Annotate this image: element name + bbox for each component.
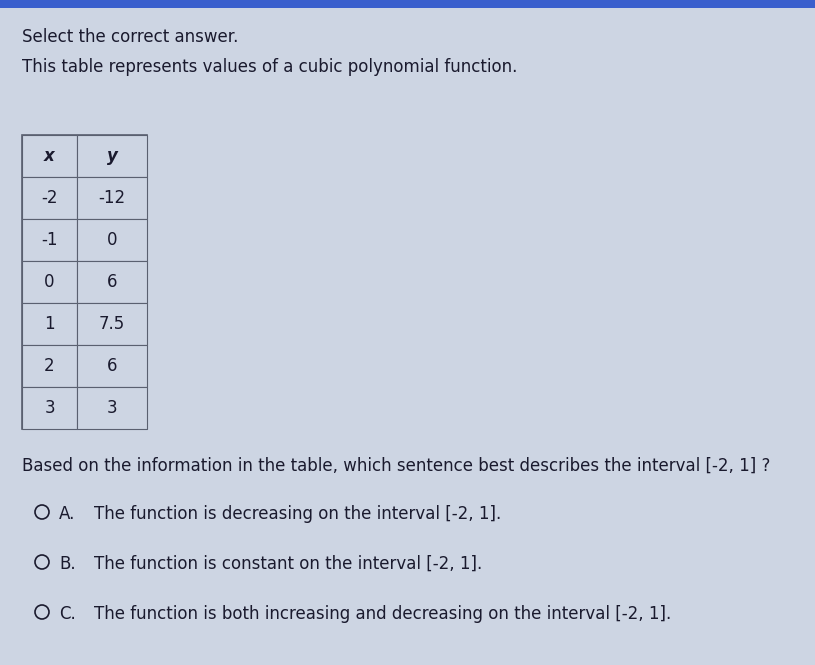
Bar bbox=[22, 177, 77, 219]
Bar bbox=[77, 177, 147, 219]
Text: C.: C. bbox=[59, 605, 76, 623]
Bar bbox=[77, 261, 147, 303]
Text: 3: 3 bbox=[107, 399, 117, 417]
Bar bbox=[77, 303, 147, 345]
Bar bbox=[0, 0, 815, 8]
Text: Based on the information in the table, which sentence best describes the interva: Based on the information in the table, w… bbox=[22, 457, 770, 475]
Text: 6: 6 bbox=[107, 357, 117, 375]
Text: 0: 0 bbox=[44, 273, 55, 291]
Text: -2: -2 bbox=[42, 189, 58, 207]
Text: 6: 6 bbox=[107, 273, 117, 291]
Bar bbox=[77, 219, 147, 261]
Bar bbox=[22, 303, 77, 345]
Text: 3: 3 bbox=[44, 399, 55, 417]
Bar bbox=[22, 387, 77, 429]
Text: The function is both increasing and decreasing on the interval [-2, 1].: The function is both increasing and decr… bbox=[94, 605, 672, 623]
Text: 1: 1 bbox=[44, 315, 55, 333]
Text: x: x bbox=[44, 147, 55, 165]
Text: A.: A. bbox=[59, 505, 75, 523]
Text: 7.5: 7.5 bbox=[99, 315, 126, 333]
Text: The function is constant on the interval [-2, 1].: The function is constant on the interval… bbox=[94, 555, 482, 573]
Bar bbox=[77, 345, 147, 387]
Text: y: y bbox=[107, 147, 117, 165]
Bar bbox=[77, 387, 147, 429]
Bar bbox=[22, 135, 147, 429]
Bar bbox=[22, 345, 77, 387]
Bar bbox=[77, 135, 147, 177]
Text: This table represents values of a cubic polynomial function.: This table represents values of a cubic … bbox=[22, 58, 518, 76]
Bar bbox=[22, 261, 77, 303]
Bar bbox=[22, 135, 77, 177]
Text: 2: 2 bbox=[44, 357, 55, 375]
Text: B.: B. bbox=[59, 555, 76, 573]
Text: 0: 0 bbox=[107, 231, 117, 249]
Text: -12: -12 bbox=[99, 189, 126, 207]
Text: The function is decreasing on the interval [-2, 1].: The function is decreasing on the interv… bbox=[94, 505, 501, 523]
Text: Select the correct answer.: Select the correct answer. bbox=[22, 28, 238, 46]
Text: -1: -1 bbox=[42, 231, 58, 249]
Bar bbox=[22, 219, 77, 261]
